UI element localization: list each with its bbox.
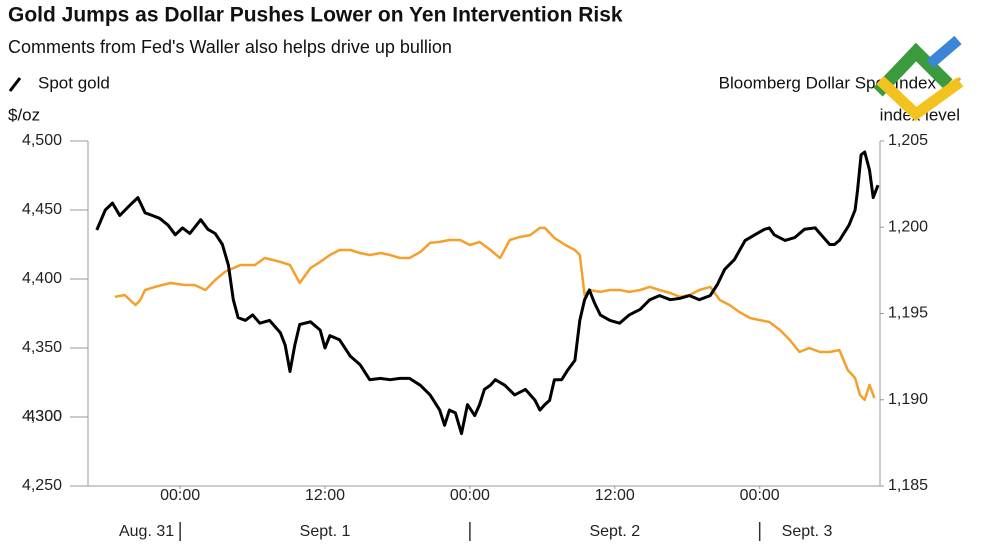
- legend-label: Spot gold: [38, 73, 110, 92]
- series-line: [114, 226, 876, 402]
- y-tick-label: 4,350: [22, 339, 62, 356]
- y-tick-label: 4,300: [22, 408, 62, 425]
- date-label: Sept. 1: [300, 523, 351, 540]
- y-tick-label: 4300: [26, 408, 62, 425]
- legend-label: Bloomberg Dollar Spot Index: [719, 73, 937, 92]
- y-tick-label: 4,250: [22, 477, 62, 494]
- logo: [873, 35, 964, 122]
- y-tick-label: 4,400: [22, 270, 62, 287]
- x-tick-label: 00:00: [450, 487, 490, 504]
- x-tick-label: 12:00: [305, 487, 345, 504]
- chart-subtitle: Comments from Fed's Waller also helps dr…: [8, 37, 452, 57]
- y-tick-label: 4,500: [22, 132, 62, 149]
- date-label: Sept. 2: [589, 523, 640, 540]
- chart-title: Gold Jumps as Dollar Pushes Lower on Yen…: [8, 4, 623, 27]
- y2-tick-label: 1,200: [888, 218, 928, 235]
- date-label: Aug. 31: [119, 523, 174, 540]
- x-tick-label: 00:00: [740, 487, 780, 504]
- series-line: [95, 150, 880, 436]
- y-tick-label: 4,450: [22, 201, 62, 218]
- x-tick-label: 00:00: [160, 487, 200, 504]
- y2-tick-label: 1,185: [888, 477, 928, 494]
- y2-tick-label: 1,205: [888, 132, 928, 149]
- y-axis-label: $/oz: [8, 105, 40, 124]
- legend-swatch: [8, 77, 22, 92]
- x-tick-label: 12:00: [595, 487, 635, 504]
- y2-tick-label: 1,190: [888, 391, 928, 408]
- date-label: Sept. 3: [782, 523, 833, 540]
- y2-tick-label: 1,195: [888, 305, 928, 322]
